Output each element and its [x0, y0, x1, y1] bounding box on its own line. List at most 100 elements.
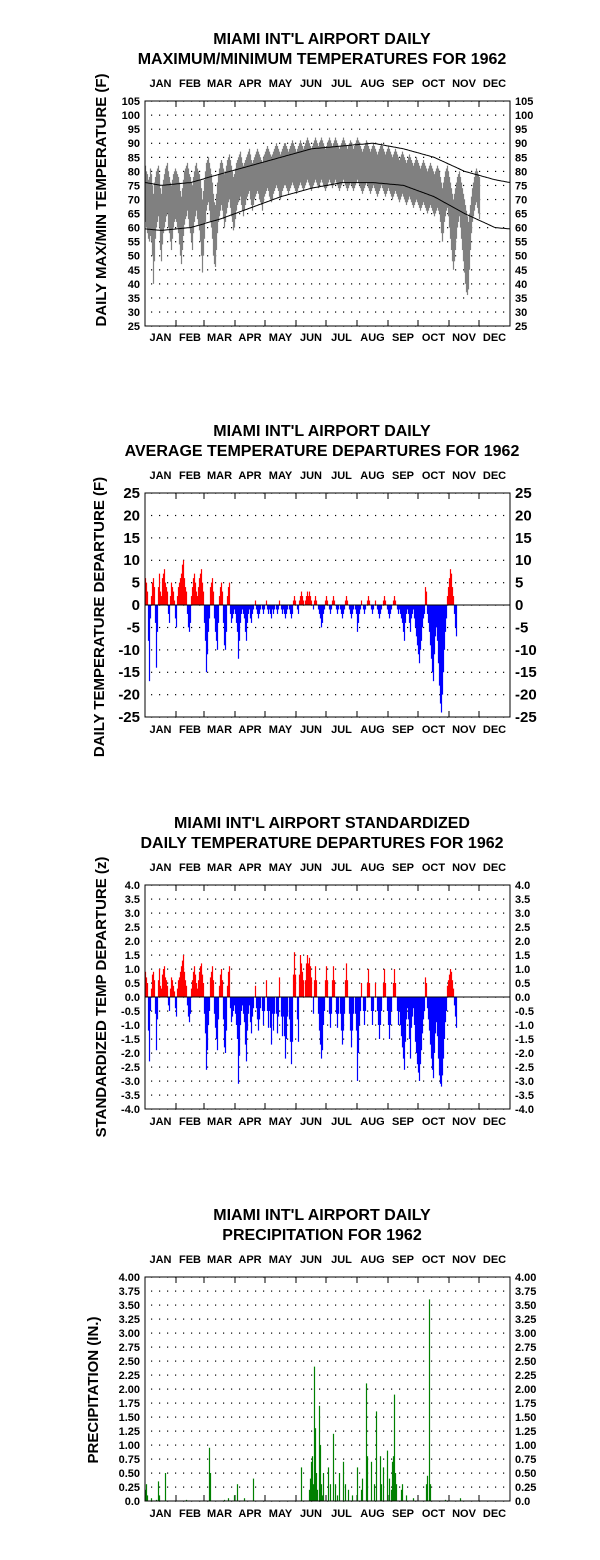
grid-dot — [263, 1472, 265, 1474]
grid-dot — [375, 255, 377, 257]
grid-dot — [327, 1332, 329, 1334]
grid-dot — [175, 1360, 177, 1362]
grid-dot — [471, 1416, 473, 1418]
grid-dot — [295, 1486, 297, 1488]
grid-dot — [255, 1430, 257, 1432]
grid-dot — [343, 671, 345, 673]
grid-dot — [271, 1332, 273, 1334]
grid-dot — [247, 968, 249, 970]
grid-dot — [207, 241, 209, 243]
grid-dot — [495, 954, 497, 956]
grid-dot — [471, 1318, 473, 1320]
grid-dot — [231, 954, 233, 956]
grid-dot — [167, 582, 169, 584]
grid-dot — [159, 537, 161, 539]
grid-dot — [215, 1458, 217, 1460]
y-tick-label-right: 3.5 — [515, 894, 530, 906]
grid-dot — [399, 694, 401, 696]
grid-dot — [423, 954, 425, 956]
grid-dot — [263, 559, 265, 561]
grid-dot — [407, 559, 409, 561]
grid-dot — [303, 1374, 305, 1376]
grid-dot — [159, 297, 161, 299]
grid-dot — [295, 1360, 297, 1362]
grid-dot — [503, 940, 505, 942]
grid-dot — [463, 694, 465, 696]
grid-dot — [287, 1290, 289, 1292]
grid-dot — [159, 311, 161, 313]
grid-dot — [391, 1052, 393, 1054]
grid-dot — [175, 912, 177, 914]
grid-dot — [327, 1472, 329, 1474]
grid-dot — [415, 1318, 417, 1320]
month-label-top: DEC — [483, 1254, 506, 1266]
grid-dot — [199, 170, 201, 173]
grid-dot — [479, 1374, 481, 1376]
grid-dot — [303, 582, 305, 584]
grid-dot — [215, 537, 217, 539]
y-tick-label-right: -5 — [515, 619, 528, 636]
grid-dot — [327, 241, 329, 243]
grid-dot — [255, 1304, 257, 1306]
grid-dot — [487, 227, 489, 229]
grid-dot — [175, 537, 177, 539]
grid-dot — [311, 1416, 313, 1418]
grid-dot — [383, 1430, 385, 1432]
grid-dot — [343, 269, 345, 271]
grid-dot — [479, 559, 481, 561]
grid-dot — [303, 227, 305, 229]
grid-dot — [255, 1402, 257, 1404]
grid-dot — [159, 1010, 161, 1012]
grid-dot — [335, 898, 337, 900]
grid-dot — [495, 982, 497, 984]
grid-dot — [359, 926, 361, 928]
grid-dot — [359, 1458, 361, 1460]
grid-dot — [327, 582, 329, 584]
grid-dot — [151, 1416, 153, 1418]
grid-dot — [231, 649, 233, 651]
grid-dot — [439, 1430, 441, 1432]
y-tick-label-right: -4.0 — [515, 1104, 534, 1116]
grid-dot — [479, 1318, 481, 1320]
month-label-bottom: APR — [238, 1116, 261, 1128]
grid-dot — [199, 1472, 201, 1474]
grid-dot — [199, 311, 201, 313]
grid-dot — [503, 1402, 505, 1404]
grid-dot — [335, 582, 337, 584]
grid-dot — [487, 926, 489, 928]
y-tick-label-right: 60 — [515, 223, 527, 235]
grid-dot — [239, 582, 241, 584]
grid-dot — [207, 1080, 209, 1082]
grid-dot — [271, 1472, 273, 1474]
month-label-bottom: NOV — [452, 1508, 477, 1520]
grid-dot — [151, 1444, 153, 1446]
grid-dot — [447, 626, 449, 629]
grid-dot — [439, 559, 441, 561]
grid-dot — [287, 626, 289, 629]
grid-dot — [159, 954, 161, 956]
grid-dot — [183, 898, 185, 900]
grid-dot — [431, 1290, 433, 1292]
grid-dot — [399, 1290, 401, 1292]
grid-dot — [335, 1066, 337, 1068]
grid-dot — [175, 241, 177, 243]
grid-dot — [367, 912, 369, 914]
chart4-title-line1: MIAMI INT'L AIRPORT DAILY — [213, 1207, 431, 1224]
y-tick-label-right: 2.5 — [515, 922, 530, 934]
grid-dot — [175, 142, 177, 144]
grid-dot — [287, 1052, 289, 1054]
grid-dot — [343, 1388, 345, 1390]
grid-dot — [167, 156, 169, 158]
grid-dot — [407, 1066, 409, 1068]
grid-dot — [495, 283, 497, 285]
grid-dot — [335, 1318, 337, 1320]
grid-dot — [263, 1402, 265, 1404]
grid-dot — [279, 1402, 281, 1404]
grid-dot — [311, 283, 313, 285]
grid-dot — [463, 1318, 465, 1320]
grid-dot — [311, 1024, 313, 1026]
grid-dot — [159, 269, 161, 271]
y-tick-label-right: 1.25 — [515, 1426, 536, 1438]
grid-dot — [375, 514, 377, 517]
grid-dot — [479, 297, 481, 299]
